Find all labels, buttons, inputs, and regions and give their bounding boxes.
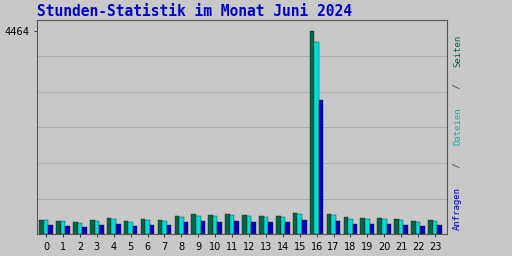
Bar — [167, 226, 172, 234]
Bar — [297, 214, 302, 234]
Bar — [112, 219, 116, 234]
Bar — [129, 222, 133, 234]
Bar — [382, 219, 387, 234]
Bar — [360, 218, 365, 234]
Bar — [353, 223, 357, 234]
Bar — [141, 219, 145, 234]
Bar — [208, 215, 213, 234]
Bar — [327, 214, 331, 234]
Bar — [90, 220, 95, 234]
Text: Stunden-Statistik im Monat Juni 2024: Stunden-Statistik im Monat Juni 2024 — [37, 4, 352, 19]
Bar — [61, 221, 66, 234]
Bar — [39, 220, 44, 234]
Bar — [179, 217, 184, 234]
Bar — [56, 220, 61, 234]
Bar — [437, 226, 442, 234]
Bar — [234, 221, 239, 234]
Bar — [124, 221, 129, 234]
Bar — [403, 225, 408, 234]
Bar — [175, 216, 179, 234]
Bar — [242, 215, 247, 234]
Bar — [201, 221, 205, 234]
Bar — [276, 216, 281, 234]
Bar — [116, 224, 121, 234]
Bar — [336, 221, 340, 234]
Bar — [218, 222, 222, 234]
Text: Seiten: Seiten — [453, 34, 462, 67]
Bar — [44, 220, 49, 234]
Bar — [268, 222, 273, 234]
Bar — [399, 220, 403, 234]
Bar — [78, 223, 82, 234]
Bar — [73, 222, 78, 234]
Bar — [302, 220, 307, 234]
Bar — [285, 222, 290, 234]
Bar — [251, 222, 256, 234]
Bar — [416, 222, 420, 234]
Bar — [264, 217, 268, 234]
Bar — [319, 100, 324, 234]
Bar — [377, 218, 382, 234]
Bar — [411, 221, 416, 234]
Text: /: / — [453, 78, 462, 94]
Bar — [82, 227, 87, 234]
Bar — [95, 221, 99, 234]
Bar — [370, 224, 374, 234]
Bar — [420, 226, 425, 234]
Bar — [230, 215, 234, 234]
Bar — [107, 219, 112, 234]
Bar — [150, 225, 155, 234]
Bar — [213, 216, 218, 234]
Bar — [387, 224, 391, 234]
Bar — [133, 226, 138, 234]
Bar — [293, 213, 297, 234]
Bar — [196, 216, 201, 234]
Bar — [310, 31, 314, 234]
Bar — [145, 220, 150, 234]
Bar — [394, 219, 399, 234]
Bar — [314, 42, 319, 234]
Bar — [428, 220, 433, 234]
Bar — [99, 225, 103, 234]
Bar — [49, 225, 53, 234]
Text: Dateien: Dateien — [453, 107, 462, 145]
Bar — [344, 217, 348, 234]
Bar — [158, 220, 162, 234]
Bar — [247, 216, 251, 234]
Bar — [191, 215, 196, 234]
Bar — [225, 215, 230, 234]
Text: /: / — [453, 157, 462, 173]
Bar — [184, 222, 188, 234]
Bar — [331, 215, 336, 234]
Bar — [259, 216, 264, 234]
Bar — [348, 219, 353, 234]
Bar — [365, 219, 370, 234]
Bar — [281, 217, 285, 234]
Text: Anfragen: Anfragen — [453, 187, 462, 230]
Bar — [162, 221, 167, 234]
Bar — [66, 226, 70, 234]
Bar — [433, 221, 437, 234]
